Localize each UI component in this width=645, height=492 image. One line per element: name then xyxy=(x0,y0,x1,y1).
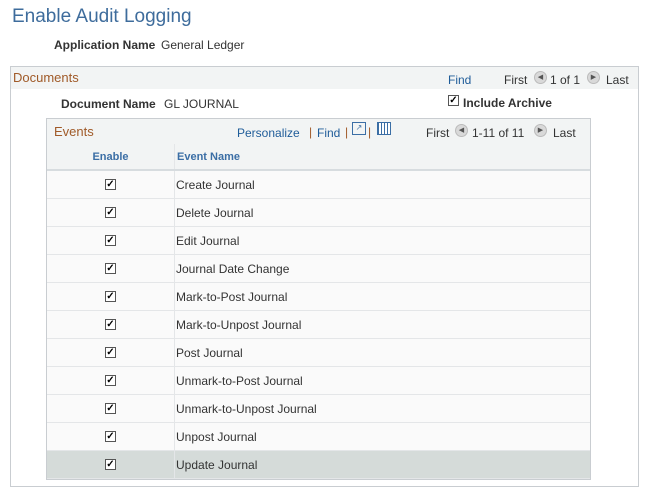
new-window-icon[interactable]: ↗ xyxy=(352,122,366,135)
enable-cell: ✓ xyxy=(47,199,175,226)
events-find-link[interactable]: Find xyxy=(317,126,341,140)
enable-cell: ✓ xyxy=(47,395,175,422)
event-name: Unmark-to-Post Journal xyxy=(176,374,303,388)
table-row: ✓ Update Journal xyxy=(47,451,590,479)
table-row: ✓ Unmark-to-Unpost Journal xyxy=(47,395,590,423)
events-last: Last xyxy=(553,126,576,140)
enable-checkbox[interactable]: ✓ xyxy=(105,179,116,190)
document-name-label: Document Name xyxy=(61,97,156,111)
documents-first: First xyxy=(504,73,528,87)
events-first: First xyxy=(426,126,450,140)
include-archive-label: Include Archive xyxy=(463,96,552,110)
documents-find-link[interactable]: Find xyxy=(448,73,472,87)
table-row: ✓ Delete Journal xyxy=(47,199,590,227)
table-row: ✓ Unpost Journal xyxy=(47,423,590,451)
table-row: ✓ Edit Journal xyxy=(47,227,590,255)
application-name-label: Application Name xyxy=(54,38,156,52)
enable-checkbox[interactable]: ✓ xyxy=(105,347,116,358)
column-header-enable[interactable]: Enable xyxy=(92,151,129,163)
event-name: Mark-to-Unpost Journal xyxy=(176,318,302,332)
enable-cell: ✓ xyxy=(47,255,175,282)
column-header-event-name[interactable]: Event Name xyxy=(177,151,240,163)
enable-checkbox[interactable]: ✓ xyxy=(105,375,116,386)
event-name: Journal Date Change xyxy=(176,262,290,276)
event-name: Unmark-to-Unpost Journal xyxy=(176,402,317,416)
next-icon[interactable]: ▶ xyxy=(587,71,600,84)
enable-cell: ✓ xyxy=(47,423,175,450)
enable-checkbox[interactable]: ✓ xyxy=(105,319,116,330)
event-name: Mark-to-Post Journal xyxy=(176,290,288,304)
separator: | xyxy=(309,125,313,139)
enable-cell: ✓ xyxy=(47,339,175,366)
separator: | xyxy=(345,125,349,139)
documents-section: Documents Find First ◀ 1 of 1 ▶ Last Doc… xyxy=(10,66,639,487)
table-row: ✓ Unmark-to-Post Journal xyxy=(47,367,590,395)
enable-checkbox[interactable]: ✓ xyxy=(105,291,116,302)
event-name: Edit Journal xyxy=(176,234,240,248)
event-name: Unpost Journal xyxy=(176,430,257,444)
column-header-row: Enable Event Name xyxy=(47,144,590,171)
documents-header: Documents Find First ◀ 1 of 1 ▶ Last xyxy=(11,67,638,89)
separator: | xyxy=(368,125,372,139)
previous-icon[interactable]: ◀ xyxy=(455,124,468,137)
enable-checkbox[interactable]: ✓ xyxy=(105,431,116,442)
documents-last: Last xyxy=(606,73,629,87)
page-title: Enable Audit Logging xyxy=(12,6,192,27)
events-grid: Events Personalize | Find | ↗ | First ◀ … xyxy=(46,118,591,480)
event-name: Update Journal xyxy=(176,458,258,472)
document-name-value: GL JOURNAL xyxy=(164,97,239,111)
events-count: 1-11 of 11 xyxy=(472,126,525,140)
documents-count: 1 of 1 xyxy=(550,73,581,87)
enable-cell: ✓ xyxy=(47,227,175,254)
event-name: Post Journal xyxy=(176,346,243,360)
enable-cell: ✓ xyxy=(47,367,175,394)
enable-checkbox[interactable]: ✓ xyxy=(105,263,116,274)
table-row: ✓ Create Journal xyxy=(47,171,590,199)
enable-checkbox[interactable]: ✓ xyxy=(105,403,116,414)
next-icon[interactable]: ▶ xyxy=(534,124,547,137)
enable-checkbox[interactable]: ✓ xyxy=(105,207,116,218)
enable-cell: ✓ xyxy=(47,451,175,478)
download-grid-icon[interactable] xyxy=(377,122,391,135)
enable-checkbox[interactable]: ✓ xyxy=(105,459,116,470)
enable-cell: ✓ xyxy=(47,311,175,338)
application-name-value: General Ledger xyxy=(161,38,245,52)
include-archive-checkbox[interactable]: ✓ xyxy=(448,95,459,106)
enable-cell: ✓ xyxy=(47,283,175,310)
event-name: Create Journal xyxy=(176,178,255,192)
event-name: Delete Journal xyxy=(176,206,254,220)
table-row: ✓ Post Journal xyxy=(47,339,590,367)
table-row: ✓ Mark-to-Post Journal xyxy=(47,283,590,311)
table-row: ✓ Mark-to-Unpost Journal xyxy=(47,311,590,339)
table-row: ✓ Journal Date Change xyxy=(47,255,590,283)
enable-checkbox[interactable]: ✓ xyxy=(105,235,116,246)
previous-icon[interactable]: ◀ xyxy=(534,71,547,84)
events-header: Events Personalize | Find | ↗ | First ◀ … xyxy=(47,119,590,144)
personalize-link[interactable]: Personalize xyxy=(237,126,300,140)
events-title: Events xyxy=(54,124,94,139)
documents-title: Documents xyxy=(13,70,79,85)
enable-cell: ✓ xyxy=(47,171,175,198)
